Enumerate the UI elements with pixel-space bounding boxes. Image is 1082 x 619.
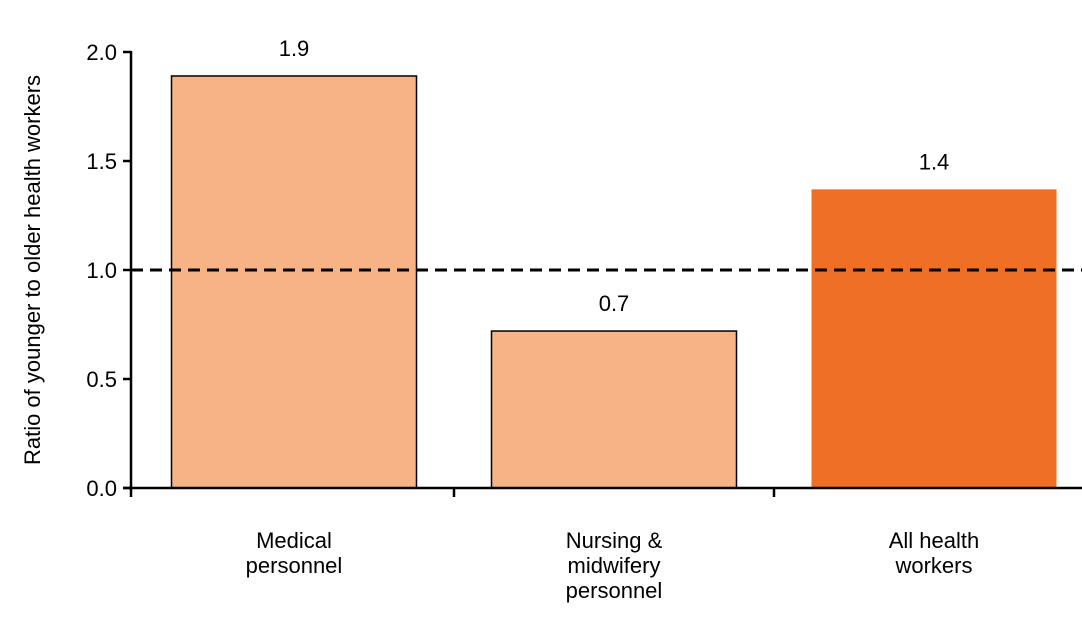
bar-1	[490, 330, 738, 489]
data-label-1: 0.7	[599, 291, 630, 316]
y-tick-label-3: 1.5	[86, 149, 117, 174]
bar-2	[811, 189, 1057, 488]
y-tick-label-2: 1.0	[86, 258, 117, 283]
axes-group	[123, 50, 1082, 497]
data-labels-group: 1.9 0.7 1.4	[279, 36, 950, 316]
category-label-2: All health workers	[889, 528, 980, 578]
bar-0	[170, 75, 418, 489]
data-label-2: 1.4	[919, 149, 950, 174]
y-tick-label-1: 0.5	[86, 367, 117, 392]
y-tick-label-0: 0.0	[86, 476, 117, 501]
category-labels-group: Medical personnel Nursing & midwifery person…	[246, 528, 980, 603]
category-label-1: Nursing & midwifery personnel	[566, 528, 663, 603]
y-tick-label-4: 2.0	[86, 40, 117, 65]
category-label-0: Medical personnel	[246, 528, 343, 578]
y-axis-title: Ratio of younger to older health workers	[20, 75, 45, 465]
bars-group	[170, 75, 1057, 489]
data-label-0: 1.9	[279, 36, 310, 61]
y-tick-labels-group: 0.0 0.5 1.0 1.5 2.0	[86, 40, 117, 501]
y-axis-title-group: Ratio of younger to older health workers	[20, 75, 45, 465]
